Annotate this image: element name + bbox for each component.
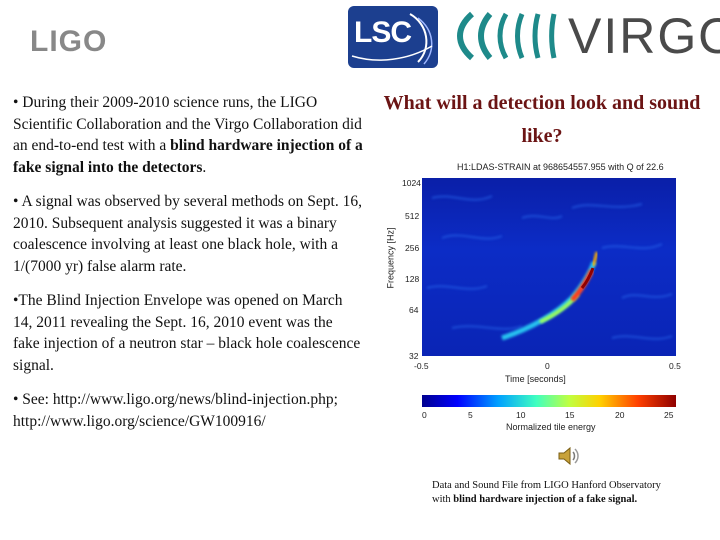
colorbar-tick: 0	[422, 410, 427, 420]
y-tick: 256	[405, 243, 420, 253]
speaker-icon[interactable]	[556, 444, 580, 468]
spectrogram-plot	[422, 178, 676, 356]
bullet-3-text: •The Blind Injection Envelope was opened…	[13, 292, 361, 374]
virgo-waves-icon	[457, 11, 557, 61]
bullet-2-text: • A signal was observed by several metho…	[13, 193, 362, 275]
x-tick: 0	[545, 361, 550, 371]
spectrogram-title: H1:LDAS-STRAIN at 968654557.955 with Q o…	[457, 162, 664, 172]
lsc-orbit-icon	[351, 13, 433, 65]
colorbar-tick: 5	[468, 410, 473, 420]
colorbar-tick: 10	[516, 410, 526, 420]
bullet-4-text: • See: http://www.ligo.org/news/blind-in…	[13, 391, 338, 430]
bullet-1-tail: .	[202, 158, 207, 176]
spectrogram-image	[426, 195, 673, 341]
lsc-logo-text: LSC	[354, 16, 412, 49]
y-axis-label: Frequency [Hz]	[385, 227, 396, 289]
y-tick: 1024	[402, 178, 421, 188]
caption-line-1: Data and Sound File from LIGO Hanford Ob…	[432, 480, 661, 491]
bullet-1-text: • During their 2009-2010 science runs, t…	[13, 94, 362, 154]
y-tick: 128	[405, 274, 420, 284]
ligo-logo: LIGO	[30, 25, 108, 58]
y-tick: 512	[405, 211, 420, 221]
bullet-list: • During their 2009-2010 science runs, t…	[13, 92, 363, 445]
caption-line-2-bold: blind hardware injection of a fake signa…	[453, 494, 638, 505]
x-tick: -0.5	[414, 361, 429, 371]
figure-caption: Data and Sound File from LIGO Hanford Ob…	[432, 479, 712, 507]
x-tick: 0.5	[669, 361, 681, 371]
colorbar-tick: 20	[615, 410, 625, 420]
colorbar-label: Normalized tile energy	[506, 422, 596, 432]
bullet-4: • See: http://www.ligo.org/news/blind-in…	[13, 389, 363, 432]
caption-line-2-prefix: with	[432, 494, 454, 505]
slide-heading: What will a detection look and sound lik…	[383, 92, 701, 147]
bullet-1: • During their 2009-2010 science runs, t…	[13, 92, 363, 178]
virgo-logo-text: VIRGO	[568, 8, 720, 64]
lsc-logo: LSC	[348, 6, 438, 68]
bullet-2: • A signal was observed by several metho…	[13, 191, 363, 277]
spectrogram-figure: H1:LDAS-STRAIN at 968654557.955 with Q o…	[382, 158, 692, 438]
x-axis-label: Time [seconds]	[505, 374, 566, 384]
caption-line-2: with blind hardware injection of a fake …	[432, 493, 712, 507]
colorbar-tick: 25	[664, 410, 674, 420]
colorbar	[422, 395, 676, 407]
virgo-logo: VIRGO	[450, 8, 720, 64]
bullet-3: •The Blind Injection Envelope was opened…	[13, 290, 363, 376]
colorbar-tick: 15	[565, 410, 575, 420]
y-tick: 64	[409, 305, 419, 315]
bullet-1-bold: blind hardware injection of a fake signa…	[13, 137, 363, 176]
y-tick: 32	[409, 351, 419, 361]
